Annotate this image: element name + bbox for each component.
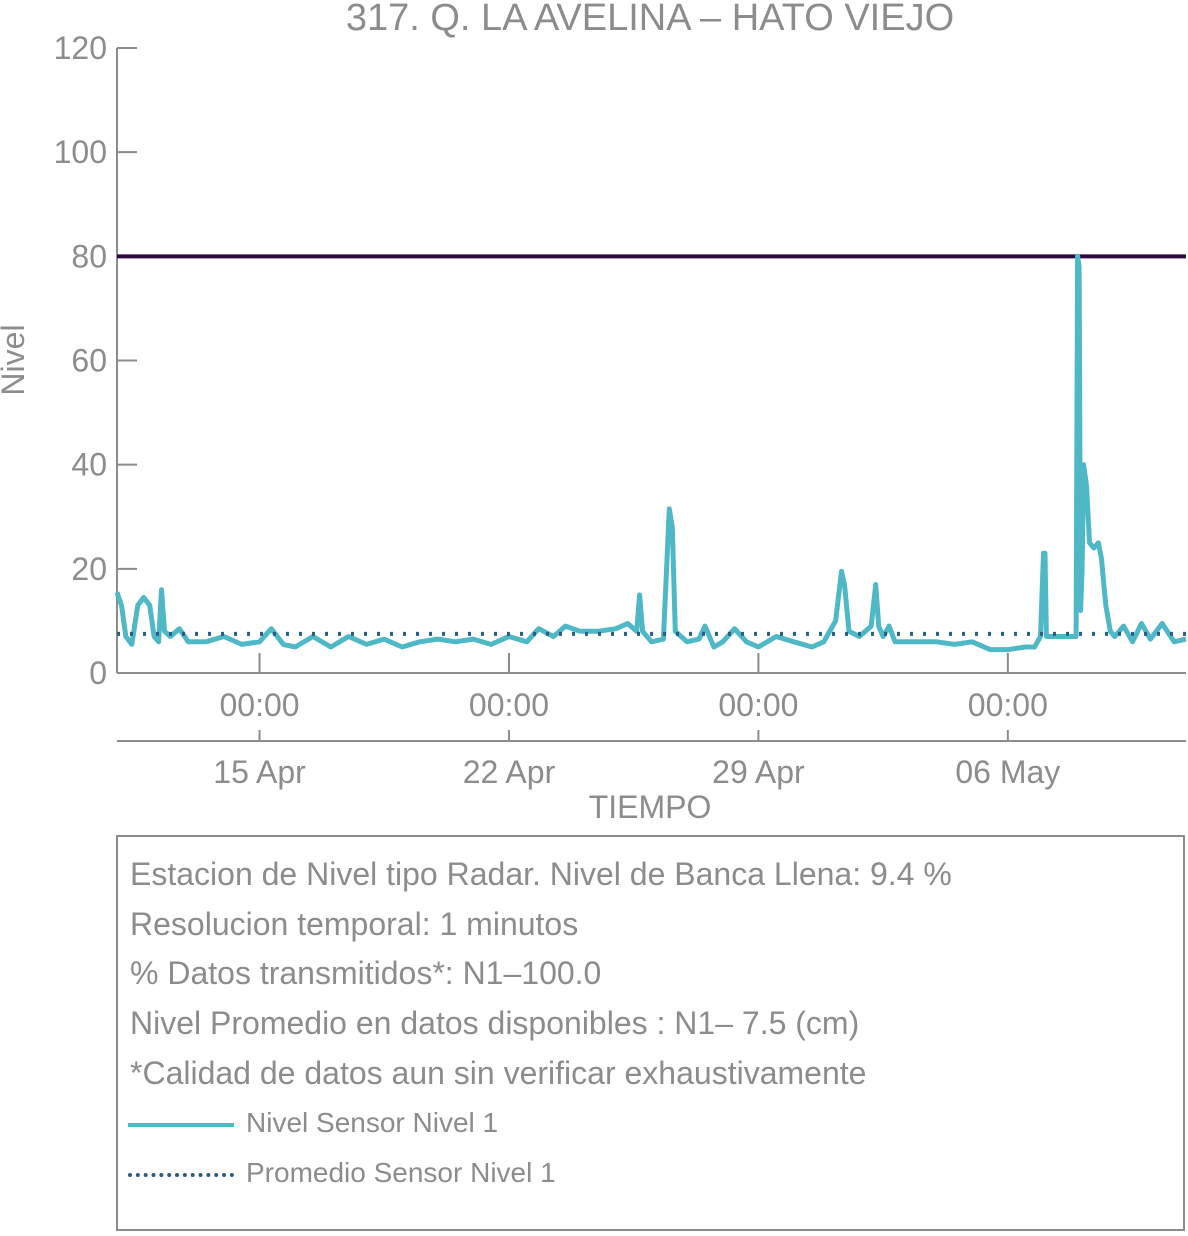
x-ticks: 00:00 15 Apr 00:00 22 Apr 00:00 29 Apr 00:00 06… bbox=[213, 653, 1060, 790]
info-banca-llena: Estacion de Nivel tipo Radar. Nivel de B… bbox=[130, 856, 952, 892]
series-layer bbox=[114, 253, 1187, 653]
legend-item-nivel: Nivel Sensor Nivel 1 bbox=[128, 1105, 728, 1145]
info-datos-transmitidos: % Datos transmitidos*: N1–100.0 bbox=[130, 955, 602, 991]
chart-title: 317. Q. LA AVELINA – HATO VIEJO bbox=[346, 0, 954, 39]
info-box: Estacion de Nivel tipo Radar. Nivel de B… bbox=[116, 835, 1185, 1231]
series-line-nivel bbox=[114, 253, 1187, 653]
y-tick-label: 0 bbox=[89, 655, 107, 691]
x-axis-label: TIEMPO bbox=[589, 789, 712, 825]
y-axis-label: Nivel bbox=[0, 324, 31, 395]
y-tick-label: 100 bbox=[54, 134, 107, 170]
y-tick-label: 120 bbox=[54, 30, 107, 66]
y-tick-label: 60 bbox=[71, 343, 107, 379]
y-tick-label: 40 bbox=[71, 447, 107, 483]
legend-label-promedio: Promedio Sensor Nivel 1 bbox=[246, 1157, 556, 1188]
legend-solid-swatch bbox=[128, 1123, 234, 1127]
x-tick-label: 00:00 bbox=[219, 687, 299, 723]
date-tick-label: 29 Apr bbox=[712, 754, 805, 790]
legend-label-nivel: Nivel Sensor Nivel 1 bbox=[246, 1107, 499, 1138]
y-tick-label: 80 bbox=[71, 238, 107, 274]
date-tick-label: 06 May bbox=[955, 754, 1060, 790]
info-calidad: *Calidad de datos aun sin verificar exha… bbox=[130, 1055, 867, 1091]
y-ticks: 0 20 40 60 80 100 120 bbox=[54, 30, 137, 691]
level-chart: 317. Q. LA AVELINA – HATO VIEJO Nivel TI… bbox=[0, 0, 1187, 825]
info-resolucion: Resolucion temporal: 1 minutos bbox=[130, 906, 579, 942]
legend-item-promedio: Promedio Sensor Nivel 1 bbox=[128, 1155, 728, 1195]
x-tick-label: 00:00 bbox=[718, 687, 798, 723]
y-tick-label: 20 bbox=[71, 551, 107, 587]
date-tick-label: 22 Apr bbox=[463, 754, 556, 790]
date-tick-label: 15 Apr bbox=[213, 754, 306, 790]
x-tick-label: 00:00 bbox=[469, 687, 549, 723]
legend-dotted-swatch bbox=[128, 1173, 234, 1177]
info-nivel-promedio: Nivel Promedio en datos disponibles : N1… bbox=[130, 1005, 860, 1041]
x-tick-label: 00:00 bbox=[968, 687, 1048, 723]
